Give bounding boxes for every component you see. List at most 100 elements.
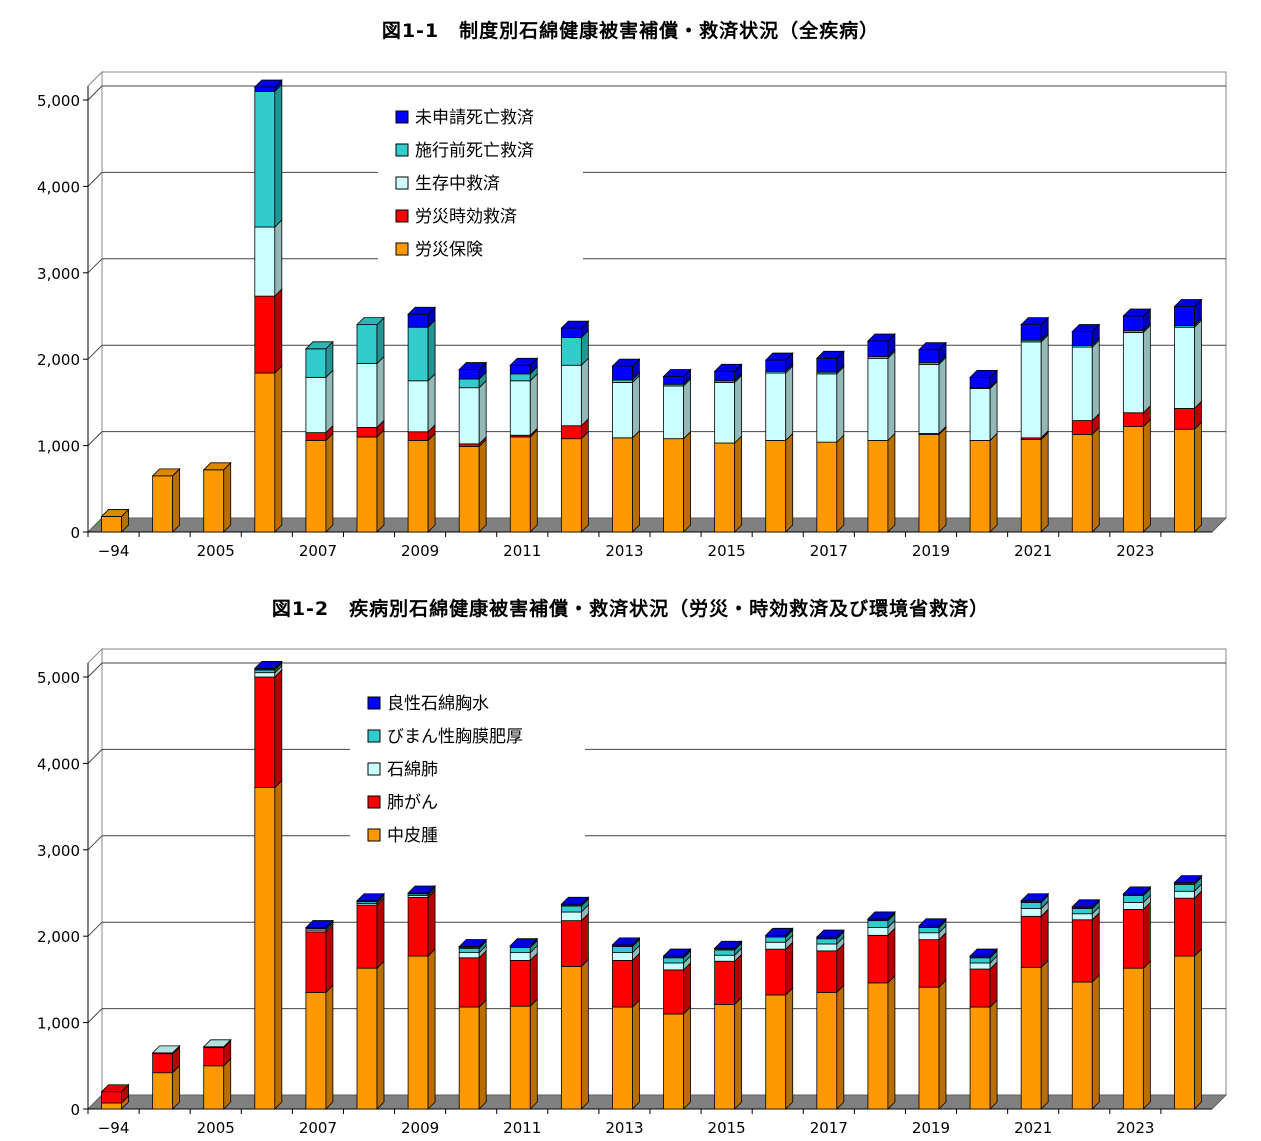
chart-2-side-wall [87,647,103,1111]
chart-1-bar-2010-生存中救済 [458,387,480,445]
chart-1-bar-1995-2004-労災保険-side [172,467,181,533]
chart-2-bar-2013-中皮腫 [612,1006,633,1110]
chart-2-legend-label: 中皮腫 [387,826,438,846]
chart-1-bar-2012-労災保険-side [580,430,589,533]
chart-2-bar-2024-肺がん [1174,897,1195,957]
chart-1-gridline-side [87,431,103,446]
chart-2-x-tick-label: 2017 [810,1119,848,1137]
chart-2-bar-2022-びまん性胸膜肥厚 [1071,908,1093,915]
chart-1-bar-2012-未申請死亡救済 [560,327,582,339]
chart-2-y-tick-label: 0 [70,1101,80,1119]
chart-2-bar-2017-良性石綿胸水-top [815,929,845,938]
chart-2-legend-swatch-石綿肺 [367,762,381,776]
chart-2-bar-2010-びまん性胸膜肥厚 [458,947,480,954]
chart-2-bar-2015-びまん性胸膜肥厚 [714,949,736,956]
chart-2-bar-2021-中皮腫-side [1040,959,1049,1110]
chart-1-bar-2018-生存中救済-side [887,350,896,442]
chart-2-bar-2023-肺がん-side [1142,901,1151,970]
chart-1-x-tick-label: 2021 [1014,542,1052,560]
chart-1-bar-2023-労災保険 [1122,426,1144,533]
chart-2-bar-2007-肺がん-side [325,923,334,994]
chart-1-bar-2011-労災保険-side [529,428,538,533]
chart-1-bar-2009-労災保険-side [427,432,436,533]
chart-1-gridline-side [87,258,103,274]
chart-1-bar-2020-労災保険 [969,440,991,533]
chart-1-bar--94-労災保険-top [100,509,130,517]
chart-2-bar-2005-石綿肺-top [202,1039,232,1048]
chart-1-bar-2005-労災保険 [203,469,225,533]
chart-1-bar-2014-未申請死亡救済 [663,376,684,385]
chart-2-bar-2020-中皮腫 [969,1006,991,1110]
chart-1-bar-2023-未申請死亡救済 [1122,315,1144,332]
chart-1-bar-2013-生存中救済 [612,382,633,439]
chart-1-bar-2008-施行前死亡救済 [356,324,378,364]
chart-1-bar-2009-生存中救済-side [427,372,436,433]
chart-2-bar-2024-良性石綿胸水-top [1173,875,1203,884]
chart-1-x-tick-label: 2019 [912,542,950,560]
chart-1-bar-2008-生存中救済-side [376,355,385,429]
chart-1-bar-2010-労災保険-side [478,438,487,533]
chart-1-bar-2012-未申請死亡救済-top [560,320,590,329]
chart-2-bar-2018-中皮腫 [867,982,889,1110]
chart-1-bar-2015-生存中救済 [714,382,736,444]
chart-2-bar-2023-石綿肺 [1122,902,1144,910]
chart-1-bar-2008-労災時効救済 [356,427,378,438]
chart-1-bar-2010-労災保険 [458,446,480,533]
chart-2-bar-2012-肺がん-side [580,912,589,968]
chart-2-bar-2024-びまん性胸膜肥厚 [1174,883,1195,892]
chart-1-bar-2023-労災保険-side [1142,418,1151,533]
chart-2-bar-2020-肺がん-side [989,961,998,1009]
chart-2-bar-2009-肺がん [407,896,429,957]
chart-2-bar-2024-肺がん-side [1194,890,1202,958]
chart-1-bar-2018-生存中救済 [867,357,889,441]
chart-2-bar-2023-びまん性胸膜肥厚 [1122,895,1144,903]
chart-1-bar-2012-労災時効救済 [560,425,582,440]
chart-2-title: 図1-2 疾病別石綿健康被害補償・救済状況（労災・時効救済及び環境省救済） [271,598,990,620]
chart-2-legend-swatch-肺がん [367,795,381,809]
chart-2-bar-2016-良性石綿胸水-top [764,927,794,936]
chart-1-bar-2012-施行前死亡救済 [560,337,582,366]
chart-1-bar-2007-労災保険 [305,440,327,533]
chart-1-y-tick-label: 2,000 [37,351,80,369]
chart-2-x-tick-label: 2007 [299,1119,337,1137]
chart-1-bar-2019-労災保険 [918,433,940,533]
chart-1-bar-2008-労災保険-side [376,428,385,533]
chart-1-bar-2022-労災時効救済 [1071,420,1093,435]
chart-1-legend-swatch-労災時効救済 [395,209,409,223]
chart-1-bar-2024-未申請死亡救済 [1174,306,1195,326]
chart-2-bar-2024-中皮腫 [1174,955,1195,1110]
chart-1-bar-2024-労災保険-side [1194,421,1202,533]
chart-1-bar-2008-生存中救済 [356,363,378,428]
chart-1-bar-2022-労災保険 [1071,433,1093,533]
chart-2-bar-2022-肺がん [1071,919,1093,983]
chart-2-bar-2010-良性石綿胸水-top [458,939,488,947]
chart-1-bar-2009-施行前死亡救済 [407,326,429,382]
chart-2-bar-2017-肺がん [816,950,838,993]
chart-1-bar-2013-労災保険-side [632,429,640,533]
chart-1-legend-label: 生存中救済 [415,174,500,194]
chart-1-bar-2018-未申請死亡救済-top [866,333,896,342]
chart-2-bar-2022-中皮腫 [1071,981,1093,1110]
chart-2-bar-2021-中皮腫 [1020,966,1042,1110]
chart-2-bar-2012-肺がん [560,920,582,967]
chart-1-x-tick-label: 2013 [605,542,643,560]
chart-2-bar-1995-2004-石綿肺-top [151,1045,181,1054]
chart-2-bar-2016-中皮腫 [765,994,787,1110]
chart-2-bar-2018-中皮腫-side [887,974,896,1110]
chart-2-bar-2007-肺がん [305,931,327,993]
chart-1-y-tick-label: 3,000 [37,265,80,283]
chart-2-legend-label: 石綿肺 [387,760,438,780]
chart-1-bar-2019-労災保険-side [938,426,947,533]
chart-1-x-tick-label: 2015 [708,542,746,560]
chart-1-bar-2010-生存中救済-side [478,379,487,445]
chart-1-gridline-side [87,344,103,360]
chart-1-bar-2013-未申請死亡救済 [612,365,633,381]
chart-2-bar-2020-中皮腫-side [989,999,998,1110]
chart-2-x-tick-label: −94 [98,1119,130,1137]
chart-2-bar-2015-肺がん [714,960,736,1005]
chart-1-bar-2008-労災保険 [356,436,378,533]
chart-2-bar-2006-良性石綿胸水-top [253,660,283,669]
chart-1-title: 図1-1 制度別石綿健康被害補償・救済状況（全疾病） [381,20,880,42]
chart-1-bar-2021-生存中救済-side [1040,333,1049,439]
chart-1-bar-2011-生存中救済-side [529,372,538,437]
